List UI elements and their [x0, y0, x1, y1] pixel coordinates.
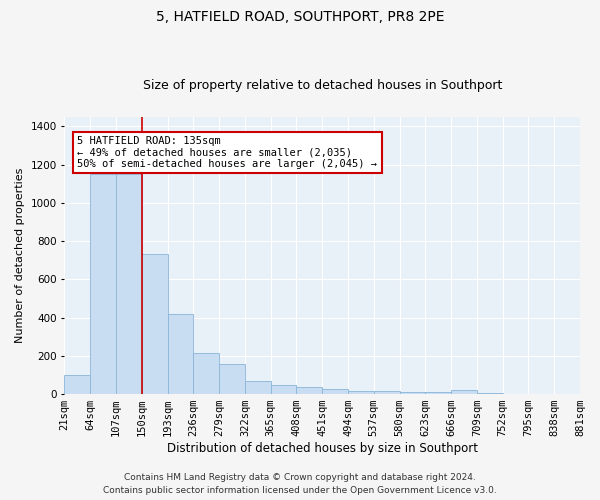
Bar: [477, 392, 503, 394]
Text: 5 HATFIELD ROAD: 135sqm
← 49% of detached houses are smaller (2,035)
50% of semi: 5 HATFIELD ROAD: 135sqm ← 49% of detache…: [77, 136, 377, 169]
Text: 5, HATFIELD ROAD, SOUTHPORT, PR8 2PE: 5, HATFIELD ROAD, SOUTHPORT, PR8 2PE: [156, 10, 444, 24]
Bar: [296, 388, 322, 394]
Bar: [271, 384, 296, 394]
Bar: [64, 375, 90, 394]
Bar: [193, 353, 219, 394]
Bar: [219, 364, 245, 394]
Bar: [451, 390, 477, 394]
Text: Contains HM Land Registry data © Crown copyright and database right 2024.
Contai: Contains HM Land Registry data © Crown c…: [103, 474, 497, 495]
Y-axis label: Number of detached properties: Number of detached properties: [15, 168, 25, 343]
Bar: [90, 174, 116, 394]
Bar: [167, 314, 193, 394]
Bar: [245, 380, 271, 394]
Bar: [142, 254, 167, 394]
Bar: [400, 392, 425, 394]
Bar: [348, 390, 374, 394]
Bar: [322, 390, 348, 394]
Bar: [425, 392, 451, 394]
Bar: [116, 174, 142, 394]
Bar: [374, 391, 400, 394]
Title: Size of property relative to detached houses in Southport: Size of property relative to detached ho…: [143, 79, 502, 92]
X-axis label: Distribution of detached houses by size in Southport: Distribution of detached houses by size …: [167, 442, 478, 455]
